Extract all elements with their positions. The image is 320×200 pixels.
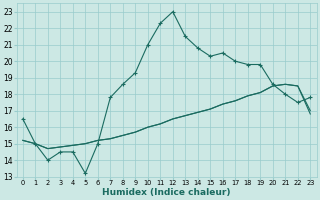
X-axis label: Humidex (Indice chaleur): Humidex (Indice chaleur) <box>102 188 231 197</box>
